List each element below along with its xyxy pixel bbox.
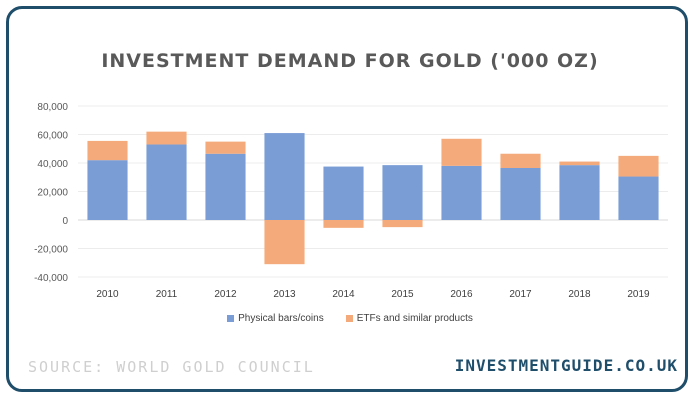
- x-tick-label: 2017: [509, 289, 532, 300]
- y-tick-label: 60,000: [37, 131, 68, 142]
- x-tick-label: 2012: [214, 289, 237, 300]
- bar-etf: [264, 220, 305, 265]
- bar-physical: [323, 166, 364, 220]
- y-tick-label: 0: [62, 216, 68, 227]
- x-tick-label: 2016: [450, 289, 473, 300]
- x-tick-label: 2014: [332, 289, 355, 300]
- bar-etf: [205, 141, 246, 154]
- bar-etf: [441, 138, 482, 166]
- bar-etf: [618, 155, 659, 177]
- x-tick-label: 2013: [273, 289, 296, 300]
- y-tick-label: 20,000: [37, 188, 68, 199]
- source-credit: SOURCE: WORLD GOLD COUNCIL: [28, 358, 315, 376]
- chart-legend: Physical bars/coins ETFs and similar pro…: [0, 313, 700, 324]
- legend-item-etf: ETFs and similar products: [345, 313, 473, 324]
- x-tick-label: 2011: [156, 289, 178, 300]
- x-tick-label: 2015: [391, 289, 414, 300]
- bar-etf: [323, 220, 364, 228]
- bar-physical: [87, 160, 128, 220]
- y-tick-label: 40,000: [37, 159, 68, 170]
- bar-physical: [382, 165, 423, 220]
- x-tick-label: 2010: [96, 289, 119, 300]
- chart-title: INVESTMENT DEMAND FOR GOLD ('000 OZ): [101, 50, 599, 72]
- legend-item-physical: Physical bars/coins: [227, 313, 324, 324]
- bar-etf: [559, 161, 600, 166]
- legend-swatch-etf: [345, 315, 353, 322]
- y-tick-label: -20,000: [34, 245, 68, 256]
- legend-swatch-physical: [227, 315, 235, 322]
- bar-etf: [382, 220, 423, 228]
- y-tick-label: 80,000: [37, 102, 68, 113]
- legend-label-physical: Physical bars/coins: [238, 313, 324, 324]
- bar-physical: [500, 167, 541, 220]
- legend-label-etf: ETFs and similar products: [356, 313, 473, 324]
- bar-physical: [441, 165, 482, 220]
- x-tick-label: 2018: [568, 289, 591, 300]
- bar-etf: [500, 153, 541, 168]
- brand-link[interactable]: INVESTMENTGUIDE.CO.UK: [454, 356, 678, 375]
- bar-physical: [618, 176, 659, 220]
- bar-physical: [264, 133, 305, 220]
- bar-etf: [146, 131, 187, 145]
- bar-etf: [87, 140, 128, 161]
- bar-physical: [559, 165, 600, 220]
- bar-physical: [205, 153, 246, 220]
- x-tick-label: 2019: [627, 289, 650, 300]
- y-tick-label: -40,000: [34, 273, 68, 284]
- bar-physical: [146, 144, 187, 220]
